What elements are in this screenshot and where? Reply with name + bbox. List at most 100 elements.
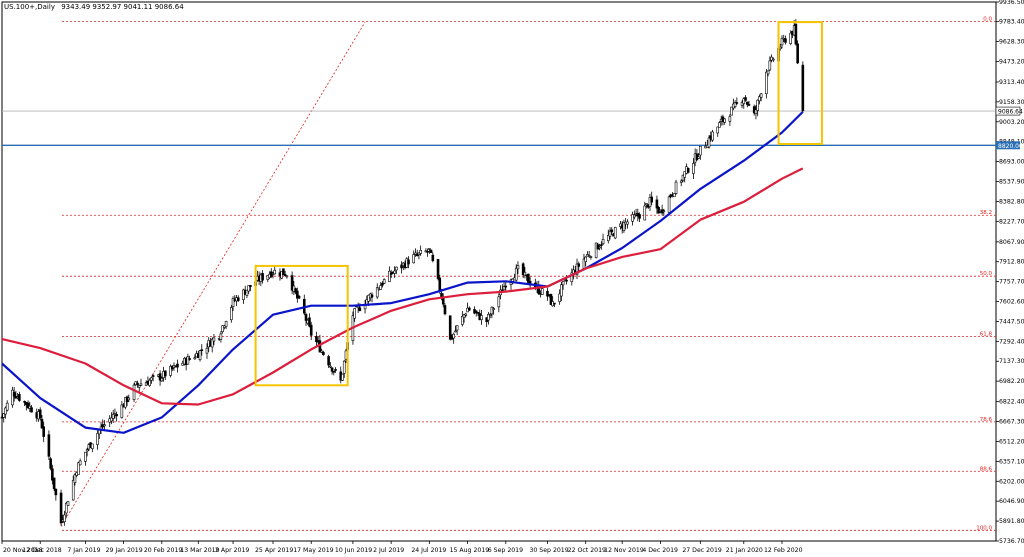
support-price-label: 8820.00: [998, 143, 1023, 150]
candle-body: [200, 349, 204, 351]
candle-body: [745, 101, 749, 105]
candle-body: [344, 350, 348, 360]
candle-body: [332, 370, 336, 373]
candle-body: [236, 297, 240, 301]
candle-body: [304, 314, 308, 321]
candle-body: [4, 407, 7, 415]
y-tick-label: 8382.80: [999, 198, 1024, 205]
candle-body: [379, 285, 383, 290]
candle-body: [356, 306, 360, 308]
candle-body: [393, 270, 396, 274]
candle-body: [23, 401, 26, 403]
candle-body: [770, 56, 773, 61]
candle-body: [49, 458, 52, 469]
candle-body: [103, 424, 106, 427]
y-tick-label: 6982.20: [999, 378, 1024, 385]
candle-body: [334, 369, 337, 371]
candle-body: [59, 492, 63, 524]
candle-body: [650, 196, 654, 203]
candle-body: [631, 214, 634, 222]
candle-body: [261, 273, 264, 281]
candle-body: [667, 196, 671, 213]
candle-body: [514, 267, 518, 281]
candle-body: [12, 392, 16, 397]
candle-body: [382, 279, 386, 284]
candle-body: [329, 365, 332, 368]
candle-body: [674, 181, 678, 194]
x-tick-label: 20 Nov 2018: [3, 547, 43, 554]
ma-fast-line: [1, 111, 804, 434]
x-tick-label: 7 Jan 2019: [67, 547, 100, 554]
candle-body: [784, 38, 787, 43]
candle-body: [638, 214, 641, 219]
x-tick-label: 29 Jan 2019: [106, 547, 143, 554]
y-tick-label: 6202.00: [999, 478, 1024, 485]
candle-body: [681, 174, 685, 181]
candle-body: [707, 137, 711, 148]
candle-body: [448, 315, 452, 340]
x-tick-label: 30 Sep 2019: [529, 547, 568, 554]
candle-body: [63, 514, 66, 523]
candle-body: [160, 378, 164, 382]
candle-body: [504, 285, 508, 288]
candle-body: [480, 315, 483, 321]
candle-body: [124, 397, 127, 408]
x-tick-label: 25 Apr 2019: [255, 547, 293, 554]
candle-body: [400, 264, 403, 269]
candle-body: [619, 223, 622, 227]
candle-body: [461, 315, 464, 325]
candle-body: [245, 289, 249, 296]
candle-body: [282, 268, 285, 276]
ohlc-readout: 9343.49 9352.97 9041.11 9086.64: [61, 3, 184, 11]
candle-body: [735, 102, 739, 104]
y-tick-label: 8067.90: [999, 239, 1024, 246]
candle-body: [417, 252, 421, 256]
candle-body: [549, 293, 553, 305]
candle-body: [523, 272, 527, 276]
current-price-tag: [995, 106, 1021, 116]
y-tick-label: 5891.80: [999, 518, 1024, 525]
fib-level-label: 100.0: [976, 525, 992, 531]
x-tick-label: 21 Jan 2020: [726, 547, 763, 554]
fib-level-label: 50.0: [980, 271, 993, 277]
candle-body: [296, 290, 299, 299]
y-tick-label: 7912.80: [999, 259, 1024, 266]
candle-body: [273, 269, 277, 275]
candle-body: [52, 477, 56, 490]
candle-body: [438, 277, 442, 292]
candle-body: [622, 222, 626, 232]
candle-body: [454, 330, 457, 333]
candle-body: [768, 60, 772, 71]
candle-body: [294, 288, 297, 293]
candle-body: [342, 360, 346, 374]
candle-body: [613, 227, 617, 239]
candle-body: [395, 266, 398, 271]
y-tick-label: 7447.50: [999, 318, 1024, 325]
candle-body: [436, 259, 440, 279]
candle-body: [415, 254, 419, 256]
candle-body: [26, 402, 30, 409]
y-tick-label: 7137.30: [999, 358, 1024, 365]
candle-body: [84, 451, 87, 462]
x-tick-label: 4 Dec 2019: [642, 547, 678, 554]
candle-body: [136, 382, 139, 386]
candle-body: [560, 284, 563, 297]
candle-body: [73, 474, 77, 483]
candle-body: [297, 295, 301, 299]
candle-body: [662, 210, 666, 212]
candle-body: [711, 131, 714, 141]
candle-body: [452, 333, 455, 339]
candle-body: [645, 203, 648, 206]
candle-body: [474, 310, 478, 314]
candle-body: [794, 23, 798, 45]
candle-body: [426, 251, 429, 253]
candle-body: [577, 263, 581, 267]
x-tick-label: 10 Jun 2019: [335, 547, 372, 554]
candle-body: [231, 298, 235, 307]
y-tick-label: 6512.20: [999, 438, 1024, 445]
candle-body: [766, 70, 770, 75]
candle-body: [158, 373, 162, 381]
highlight-box: [254, 264, 349, 387]
